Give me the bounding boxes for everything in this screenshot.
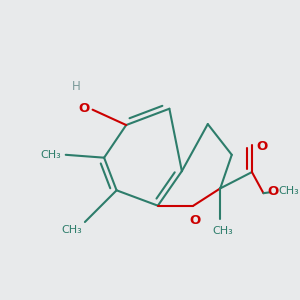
Text: O: O <box>189 214 200 227</box>
Text: O: O <box>256 140 268 153</box>
Text: H: H <box>72 80 81 93</box>
Text: O: O <box>78 102 89 115</box>
Text: CH₃: CH₃ <box>40 150 61 160</box>
Text: CH₃: CH₃ <box>213 226 233 236</box>
Text: CH₃: CH₃ <box>61 225 82 235</box>
Text: CH₃: CH₃ <box>278 186 299 196</box>
Text: O: O <box>268 185 279 198</box>
